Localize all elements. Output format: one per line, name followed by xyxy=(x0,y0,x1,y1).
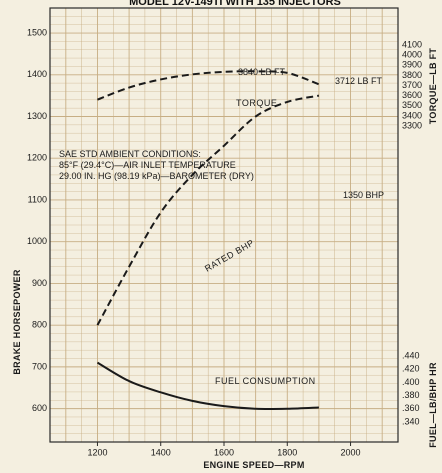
y-left-tick-label: 1300 xyxy=(27,111,47,121)
bhp-series-label: RATED BHP xyxy=(203,237,256,273)
x-tick-label: 1400 xyxy=(151,447,171,457)
y-fuel-tick-label: .400 xyxy=(402,377,420,387)
y-fuel-tick-label: .360 xyxy=(402,403,420,413)
conditions-line: 29.00 IN. HG (98.19 kPa)—BAROMETER (DRY) xyxy=(59,171,254,181)
fuel-series-label: FUEL CONSUMPTION xyxy=(215,376,316,386)
x-tick-label: 2000 xyxy=(341,447,361,457)
y-torque-tick-label: 3800 xyxy=(402,70,422,80)
x-tick-label: 1200 xyxy=(87,447,107,457)
y-fuel-tick-label: .340 xyxy=(402,416,420,426)
y-left-tick-label: 1100 xyxy=(28,194,47,204)
chart-title: MODEL 12V-149TI WITH 135 INJECTORS xyxy=(129,0,341,8)
y-left-tick-label: 1200 xyxy=(27,153,47,163)
peak-torque-label: 3840 LB FT xyxy=(238,67,286,77)
series-line-fuel xyxy=(96,361,319,411)
y-fuel-tick-label: .420 xyxy=(402,364,420,374)
y-torque-tick-label: 3400 xyxy=(402,110,422,120)
y-fuel-tick-label: .440 xyxy=(402,350,420,360)
series-line-bhp xyxy=(96,94,320,326)
annotations: 3840 LB FT 3712 LB FT TORQUE 1350 BHP RATED … xyxy=(59,67,384,386)
x-tick-label: 1800 xyxy=(277,447,297,457)
y-left-tick-label: 1500 xyxy=(27,27,47,37)
y-left-tick-label: 1000 xyxy=(27,236,47,246)
y-axis-fuel-title: FUEL—LB/BHP HR xyxy=(428,362,438,448)
y-torque-tick-label: 3900 xyxy=(402,60,422,70)
y-torque-tick-label: 3700 xyxy=(402,80,422,90)
tick-labels: 1200 1400 1600 1800 2000 600 700 800 900 1000 1100… xyxy=(27,27,422,457)
conditions-line: 85°F (29.4°C)—AIR INLET TEMPERATURE xyxy=(59,160,236,170)
series-line-torque xyxy=(97,70,320,101)
y-axis-torque-title: TORQUE—LB FT xyxy=(428,48,438,125)
rated-bhp-label: 1350 BHP xyxy=(343,190,384,200)
y-left-tick-label: 1400 xyxy=(27,69,47,79)
x-tick-label: 1600 xyxy=(214,447,234,457)
y-left-tick-label: 900 xyxy=(32,278,47,288)
y-torque-tick-label: 4100 xyxy=(402,39,422,49)
y-torque-tick-label: 3500 xyxy=(402,100,422,110)
y-torque-tick-label: 4000 xyxy=(402,50,422,60)
y-torque-tick-label: 3600 xyxy=(402,90,422,100)
x-axis-title: ENGINE SPEED—RPM xyxy=(203,460,304,470)
conditions-line: SAE STD AMBIENT CONDITIONS: xyxy=(59,149,201,159)
grid xyxy=(50,8,398,442)
torque-series-label: TORQUE xyxy=(236,98,277,108)
y-left-tick-label: 600 xyxy=(32,403,47,413)
rated-torque-label: 3712 LB FT xyxy=(335,76,383,86)
y-torque-tick-label: 3300 xyxy=(402,120,422,130)
series xyxy=(96,70,320,411)
y-fuel-tick-label: .380 xyxy=(402,390,420,400)
y-axis-left-title: BRAKE HORSEPOWER xyxy=(12,269,22,375)
y-left-tick-label: 700 xyxy=(32,361,47,371)
y-left-tick-label: 800 xyxy=(32,320,47,330)
